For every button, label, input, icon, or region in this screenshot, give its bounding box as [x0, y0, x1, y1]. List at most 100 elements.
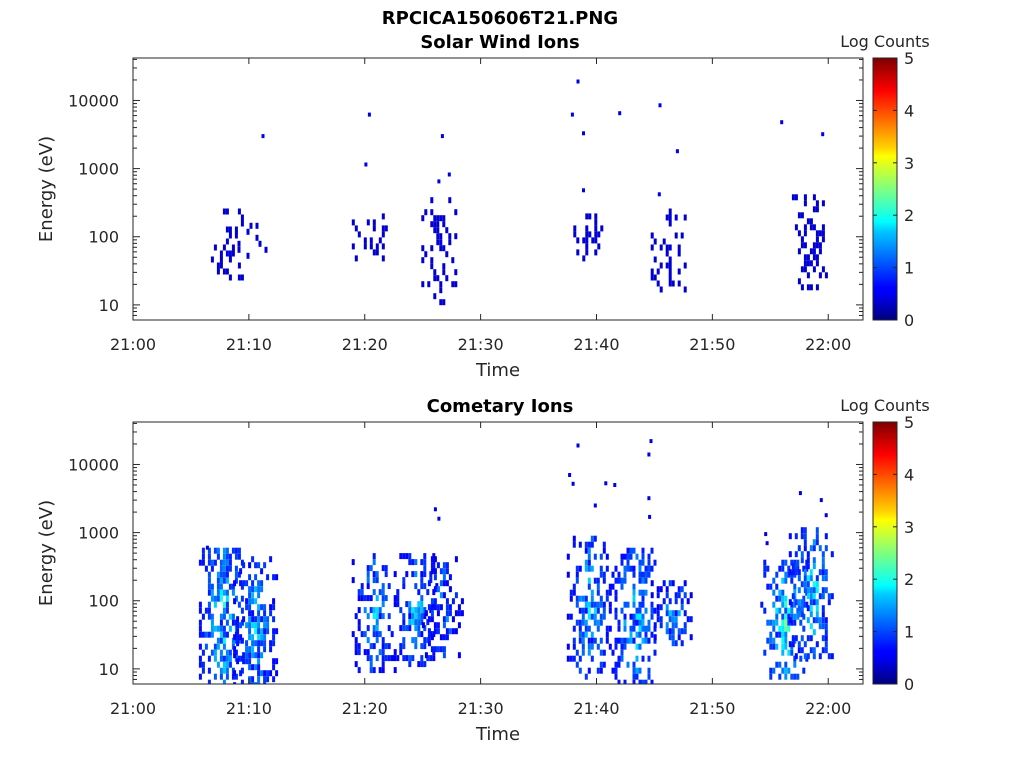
spectrogram-cell	[213, 625, 217, 632]
spectrogram-cell	[248, 616, 252, 623]
spectrogram-cell	[272, 664, 276, 671]
spectrogram-cell	[402, 583, 406, 590]
spectrogram-cell	[791, 641, 795, 648]
spectrogram-cell	[599, 595, 603, 602]
spectrogram-cell	[433, 622, 437, 629]
spectrogram-cell	[800, 605, 804, 612]
spectrogram-cell	[629, 637, 633, 644]
spectrogram-cell	[414, 571, 418, 578]
spectrogram-cell	[781, 565, 785, 572]
spectrogram-cell	[683, 214, 687, 221]
spectrogram-cell	[231, 583, 235, 590]
spectrogram-cell	[430, 634, 434, 641]
spectrogram-cell	[647, 673, 651, 680]
spectrogram-cell	[448, 239, 452, 246]
spectrogram-cell	[354, 225, 358, 232]
spectrogram-cell	[216, 583, 220, 590]
spectrogram-cell	[800, 212, 804, 219]
spectrogram-cell	[255, 222, 259, 229]
spectrogram-cell	[659, 286, 663, 293]
spectrogram-point	[647, 452, 651, 457]
spectrogram-cell	[387, 625, 391, 632]
spectrogram-cell	[794, 533, 798, 540]
spectrogram-cell	[656, 268, 660, 275]
spectrogram-cell	[351, 631, 355, 638]
spectrogram-cell	[402, 643, 406, 650]
spectrogram-cell	[788, 569, 792, 576]
spectrogram-cell	[763, 571, 767, 578]
spectrogram-cell	[763, 565, 767, 572]
spectrogram-cell	[806, 593, 810, 600]
spectrogram-cell	[254, 682, 258, 684]
spectrogram-cell	[198, 673, 202, 680]
spectrogram-cell	[258, 240, 262, 247]
spectrogram-cell	[225, 250, 229, 257]
spectrogram-cell	[387, 583, 391, 590]
spectrogram-cell	[408, 661, 412, 668]
spectrogram-cell	[445, 616, 449, 623]
spectrogram-cell	[778, 661, 782, 668]
spectrogram-cell	[375, 595, 379, 602]
spectrogram-cell	[430, 646, 434, 653]
spectrogram-cell	[254, 652, 258, 659]
spectrogram-cell	[626, 601, 630, 608]
spectrogram-cell	[593, 553, 597, 560]
spectrogram-cell	[686, 598, 690, 605]
spectrogram-cell	[225, 655, 229, 662]
spectrogram-cell	[824, 623, 828, 630]
x-axis: 21:00 21:10 21:20 21:30 21:40 21:50 22:00	[110, 58, 851, 354]
spectrogram-cell	[638, 571, 642, 578]
spectrogram-cell	[590, 655, 594, 662]
spectrogram-cell	[237, 637, 241, 644]
spectrogram-point	[437, 179, 441, 184]
spectrogram-cell	[788, 641, 792, 648]
spectrogram-cell	[605, 595, 609, 602]
spectrogram-cell	[806, 605, 810, 612]
spectrogram-cell	[239, 670, 243, 677]
spectrogram-cell	[402, 619, 406, 626]
spectrogram-cell	[587, 601, 591, 608]
spectrogram-cell	[378, 649, 382, 656]
spectrogram-cell	[791, 194, 795, 201]
spectrogram-cell	[803, 575, 807, 582]
spectrogram-cell	[266, 622, 270, 629]
spectrogram-point	[261, 134, 265, 139]
spectrogram-cell	[641, 637, 645, 644]
spectrogram-cell	[775, 571, 779, 578]
spectrogram-cell	[442, 245, 446, 252]
spectrogram-cell	[225, 673, 229, 680]
spectrogram-cell	[788, 551, 792, 558]
spectrogram-cell	[216, 577, 220, 584]
spectrogram-cell	[596, 601, 600, 608]
spectrogram-cell	[363, 237, 367, 244]
spectrogram-cell	[806, 254, 810, 261]
spectrogram-cell	[617, 577, 621, 584]
spectrogram-cell	[806, 218, 810, 225]
spectrogram-cell	[794, 569, 798, 576]
spectrogram-cell	[393, 649, 397, 656]
spectrogram-cell	[372, 571, 376, 578]
spectrogram-cell	[436, 215, 440, 222]
spectrogram-cell	[775, 643, 779, 650]
spectrogram-cell	[420, 619, 424, 626]
spectrogram-cell	[775, 619, 779, 626]
solar-wind-panel: Solar Wind Ions 21:00 21:10 21:20 21:30 21:4…	[36, 32, 930, 381]
spectrogram-cell	[433, 556, 437, 563]
spectrogram-cell	[216, 661, 220, 668]
spectrogram-cell	[263, 610, 267, 617]
spectrogram-cell	[231, 613, 235, 620]
spectrogram-cell	[590, 595, 594, 602]
spectrogram-cell	[207, 607, 211, 614]
spectrogram-cell	[254, 664, 258, 671]
spectrogram-point	[649, 439, 653, 444]
spectrogram-cell	[806, 635, 810, 642]
spectrogram-cell	[653, 649, 657, 656]
spectrogram-cell	[818, 569, 822, 576]
spectrogram-point	[647, 496, 651, 501]
spectrogram-cell	[689, 592, 693, 599]
spectrogram-cell	[794, 635, 798, 642]
spectrogram-cell	[824, 575, 828, 582]
spectrogram-cell	[454, 610, 458, 617]
spectrogram-cell	[204, 607, 208, 614]
spectrogram-cell	[824, 641, 828, 648]
